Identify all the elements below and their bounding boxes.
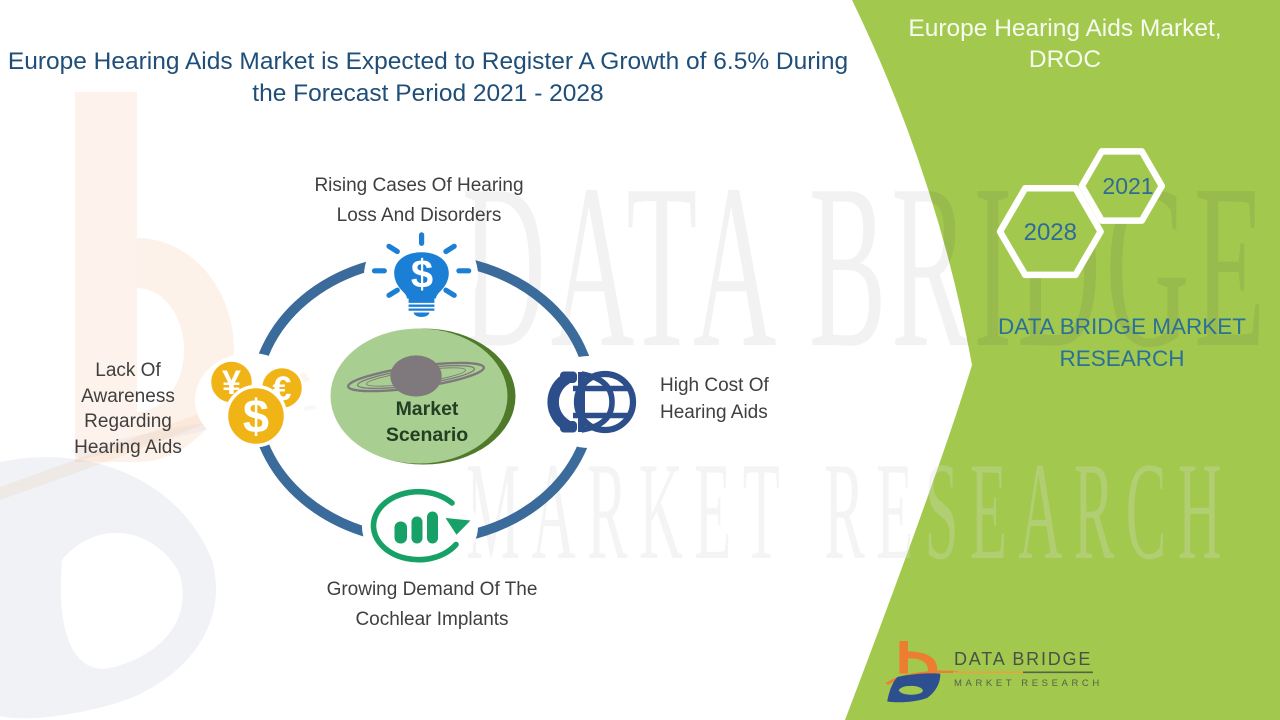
svg-text:$: $ [243, 390, 269, 443]
svg-text:MARKET RESEARCH: MARKET RESEARCH [466, 434, 1233, 589]
svg-text:2021: 2021 [1102, 173, 1153, 199]
svg-text:DATA BRIDGE: DATA BRIDGE [954, 649, 1092, 669]
svg-text:$: $ [411, 253, 433, 297]
svg-text:MARKET RESEARCH: MARKET RESEARCH [954, 678, 1103, 689]
svg-text:2028: 2028 [1024, 219, 1077, 246]
